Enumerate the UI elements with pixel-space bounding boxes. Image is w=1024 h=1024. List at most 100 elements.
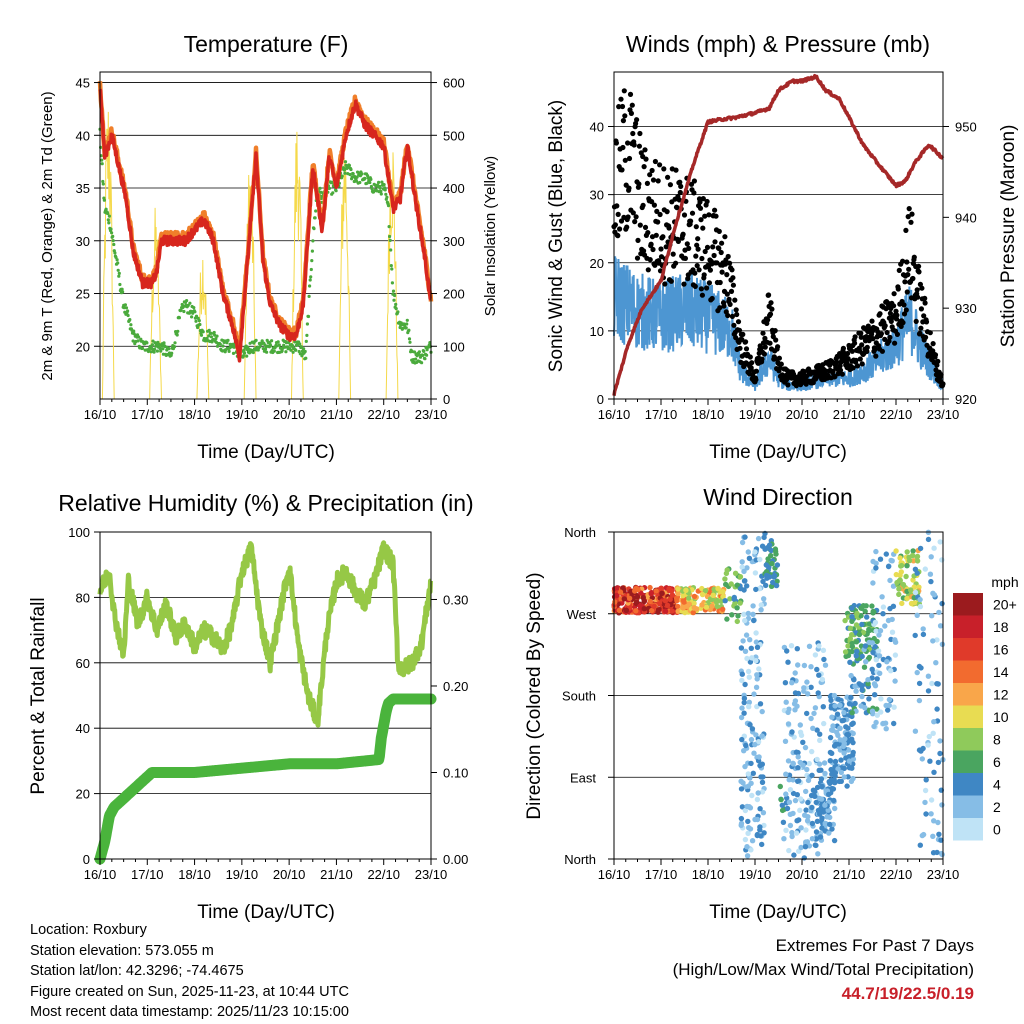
wind-direction-point bbox=[880, 611, 886, 617]
gust-point bbox=[655, 178, 661, 184]
solar-ytick-label: 600 bbox=[443, 76, 465, 91]
temperature-ytick-label: 20 bbox=[76, 339, 90, 354]
dewpoint-point bbox=[101, 182, 105, 186]
dewpoint-point bbox=[207, 334, 211, 338]
wind-direction-point bbox=[840, 743, 847, 750]
wind-direction-point bbox=[903, 573, 909, 580]
wind-direction-point bbox=[813, 842, 819, 849]
wind-direction-point bbox=[875, 648, 882, 654]
gust-point bbox=[734, 311, 740, 318]
wind-direction-point bbox=[783, 771, 789, 777]
wind-direction-point bbox=[828, 766, 834, 773]
humidity-xtick-label: 19/10 bbox=[226, 867, 259, 882]
wind-direction-point bbox=[751, 750, 757, 756]
wind-direction-point bbox=[864, 614, 870, 620]
wind-direction-point bbox=[878, 709, 884, 715]
wind-direction-point bbox=[896, 591, 902, 598]
wind-direction-point bbox=[792, 670, 798, 676]
wind-direction-point bbox=[814, 756, 820, 763]
dewpoint-point bbox=[385, 195, 389, 199]
wind-direction-point bbox=[835, 696, 841, 702]
humidity-ytick-label: 80 bbox=[76, 590, 90, 605]
gust-point bbox=[694, 242, 700, 248]
wind-direction-point bbox=[749, 838, 756, 844]
gust-point bbox=[735, 319, 742, 325]
wind-direction-point bbox=[739, 804, 746, 810]
dewpoint-point bbox=[218, 342, 222, 346]
gust-point bbox=[891, 303, 897, 309]
dewpoint-point bbox=[390, 267, 394, 271]
gust-point bbox=[927, 330, 933, 336]
precip-ytick-label: 0.00 bbox=[443, 852, 468, 867]
gust-point bbox=[909, 211, 915, 217]
gust-point bbox=[726, 296, 732, 302]
gust-point bbox=[864, 348, 870, 354]
wind-direction-point bbox=[917, 596, 923, 603]
gust-point bbox=[894, 312, 900, 318]
dewpoint-point bbox=[131, 339, 135, 343]
wind-direction-point bbox=[737, 600, 743, 606]
dewpoint-point bbox=[161, 347, 165, 351]
wind-direction-point bbox=[934, 706, 940, 712]
gust-point bbox=[901, 311, 908, 317]
wind-direction-point bbox=[793, 830, 800, 836]
gust-point bbox=[657, 211, 663, 218]
dewpoint-point bbox=[383, 188, 387, 192]
wind-direction-point bbox=[912, 589, 919, 596]
wind-direction-point bbox=[869, 708, 876, 714]
gust-point bbox=[932, 352, 939, 358]
wind-direction-point bbox=[702, 588, 709, 594]
gust-point bbox=[921, 313, 927, 319]
wind-direction-point bbox=[750, 770, 756, 776]
dewpoint-point bbox=[304, 356, 308, 360]
wind-direction-point bbox=[814, 818, 821, 824]
wind-direction-point bbox=[813, 799, 819, 806]
wind-direction-point bbox=[922, 566, 928, 572]
wind-direction-point bbox=[898, 562, 905, 569]
wind-direction-point bbox=[742, 836, 749, 843]
gust-point bbox=[695, 246, 701, 252]
wind-direction-point bbox=[841, 765, 847, 772]
wind-direction-point bbox=[819, 783, 825, 789]
wind-direction-point bbox=[785, 721, 792, 727]
wind-direction-point bbox=[891, 720, 897, 727]
dewpoint-point bbox=[231, 351, 236, 355]
humidity-ytick-label: 40 bbox=[76, 721, 90, 736]
gust-point bbox=[615, 211, 621, 217]
gust-point bbox=[922, 295, 928, 301]
dewpoint-point bbox=[265, 350, 269, 354]
gust-point bbox=[694, 263, 700, 269]
dewpoint-point bbox=[370, 187, 374, 191]
solar-ytick-label: 400 bbox=[443, 181, 465, 196]
wind-direction-point bbox=[874, 676, 880, 682]
wind-direction-point bbox=[870, 608, 876, 615]
wind-direction-point bbox=[911, 600, 918, 606]
wind-direction-point bbox=[812, 652, 819, 658]
dewpoint-point bbox=[254, 338, 258, 342]
wind-direction-point bbox=[758, 774, 764, 780]
winds-ytick-label: 40 bbox=[590, 120, 604, 135]
wind-direction-point bbox=[754, 644, 761, 650]
wind-direction-point bbox=[753, 586, 759, 593]
wind-direction-point bbox=[623, 607, 630, 613]
wind-direction-point bbox=[803, 807, 809, 813]
wind-direction-point bbox=[885, 707, 891, 713]
wind-direction-point bbox=[869, 603, 875, 609]
wind-direction-point bbox=[741, 699, 747, 706]
wind-direction-point bbox=[741, 611, 747, 617]
dewpoint-point bbox=[387, 225, 391, 229]
dewpoint-point bbox=[388, 238, 392, 242]
pressure-ytick-label: 950 bbox=[955, 120, 977, 135]
gust-point bbox=[901, 302, 907, 308]
dewpoint-point bbox=[425, 353, 429, 357]
wind-direction-point bbox=[762, 546, 768, 552]
gust-point bbox=[665, 174, 671, 180]
dewpoint-point bbox=[343, 160, 348, 164]
legend-label: 20+ bbox=[993, 596, 1017, 612]
wind-direction-point bbox=[805, 799, 811, 806]
gust-point bbox=[778, 361, 784, 367]
humidity-ytick-label: 0 bbox=[83, 852, 90, 867]
gust-point bbox=[697, 205, 704, 211]
lat-lon: Station lat/lon: 42.3296; -74.4675 bbox=[30, 963, 244, 980]
wind-direction-point bbox=[832, 779, 838, 786]
